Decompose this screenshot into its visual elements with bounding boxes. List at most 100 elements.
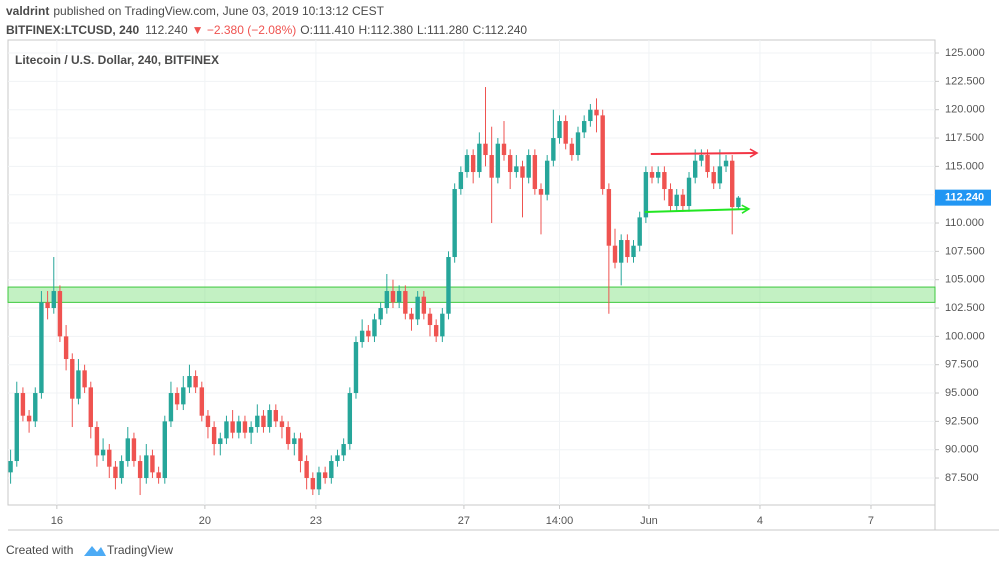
last: 112.240 [145, 23, 188, 37]
candle-body [119, 461, 124, 479]
candle-body [347, 393, 353, 445]
y-tick-label: 92.500 [945, 415, 979, 427]
candle-body [45, 302, 50, 309]
candle-body [483, 143, 488, 156]
ohlc: O:111.410 [300, 23, 355, 37]
candle-body [39, 302, 44, 394]
candle-body [446, 257, 451, 314]
candle-body [8, 461, 13, 473]
logo [84, 546, 106, 556]
y-tick-label: 105.000 [945, 274, 985, 286]
axes: 87.500 90.000 92.500 95.000 97.500 100.000 102… [51, 47, 991, 527]
candle-body [255, 415, 260, 428]
candle-body [433, 325, 439, 337]
x-tick-label: Jun [640, 515, 658, 527]
candle-body [168, 393, 174, 422]
candle-body [600, 115, 605, 190]
candle-body [612, 245, 618, 263]
candle-body [390, 291, 396, 303]
candle-body [242, 421, 248, 433]
candle-body [458, 172, 464, 190]
candle-body [366, 330, 371, 337]
trend-arrow [650, 148, 759, 158]
footer-brand: TradingView [107, 543, 173, 557]
candle-body [107, 449, 112, 467]
candle-body [507, 155, 513, 173]
candle-body [569, 143, 575, 156]
header-line: valdrint published on TradingView.com, Ju… [6, 4, 385, 18]
candle-body [156, 472, 161, 479]
candle-body [495, 143, 501, 178]
candle-body [674, 194, 679, 207]
candle-body [236, 421, 242, 433]
x-tick-label: 4 [757, 515, 763, 527]
candle-body [717, 166, 723, 184]
candle-body [353, 342, 359, 394]
symbol: BITFINEX:LTCUSD, 240 [6, 23, 139, 37]
last-price-label: 112.240 [945, 192, 984, 204]
candle-body [285, 427, 291, 445]
candle-body [335, 455, 340, 462]
candle-body [292, 438, 297, 445]
candle-body [273, 410, 279, 422]
candle-body [711, 172, 716, 184]
candle-body [230, 421, 235, 433]
candle-body [70, 359, 75, 399]
candle-body [532, 155, 538, 190]
candle-body [199, 387, 205, 416]
chart-title: Litecoin / U.S. Dollar, 240, BITFINEX [15, 53, 219, 67]
candle-body [409, 313, 414, 320]
candle-body [427, 313, 433, 326]
candle-body [329, 461, 334, 479]
candle-body [452, 189, 457, 258]
candle-body [686, 177, 692, 207]
candle-body [310, 478, 316, 490]
x-tick-label: 7 [868, 515, 874, 527]
candle-body [20, 393, 26, 416]
ohlc: C:112.240 [473, 23, 528, 37]
candle-body [477, 143, 482, 173]
candle-body [544, 160, 550, 195]
candle-body [298, 438, 303, 462]
candle-body [76, 370, 81, 399]
candle-body [33, 393, 38, 422]
candle-body [649, 172, 655, 178]
candle-body [125, 438, 130, 462]
plot [7, 40, 936, 505]
candle-body [680, 194, 686, 207]
candle-body [514, 166, 519, 173]
candle-body [137, 461, 143, 479]
candle-body [384, 291, 390, 309]
candle-body [551, 138, 556, 161]
candle-body [415, 296, 420, 320]
candle-body [699, 155, 704, 161]
candle-body [489, 155, 494, 178]
x-tick-label: 14:00 [546, 515, 574, 527]
change: ▼ −2.380 (−2.08%) [192, 23, 297, 37]
x-tick-label: 23 [310, 515, 322, 527]
candle-body [57, 291, 63, 337]
candle-body [304, 461, 309, 479]
candle-body [174, 393, 180, 405]
candle-body [396, 291, 402, 303]
y-tick-label: 90.000 [945, 444, 979, 456]
candle-body [88, 387, 93, 428]
candle-body [100, 449, 106, 456]
candle-body [372, 319, 377, 337]
candle-body [181, 387, 186, 405]
candle-body [279, 421, 285, 428]
candle-body [267, 410, 272, 428]
candle-body [705, 155, 710, 173]
candle-body [606, 189, 612, 246]
candle-body [594, 109, 599, 116]
footer-created: Created with [6, 543, 73, 557]
candle-body [248, 427, 254, 433]
candle-body [359, 330, 365, 343]
trend-arrow [644, 204, 751, 214]
candle-body [538, 189, 544, 195]
candle-body [563, 121, 568, 144]
zone [7, 286, 936, 303]
y-tick-label: 117.500 [945, 132, 984, 144]
y-tick-label: 125.000 [945, 47, 985, 59]
candle-body [588, 109, 593, 122]
